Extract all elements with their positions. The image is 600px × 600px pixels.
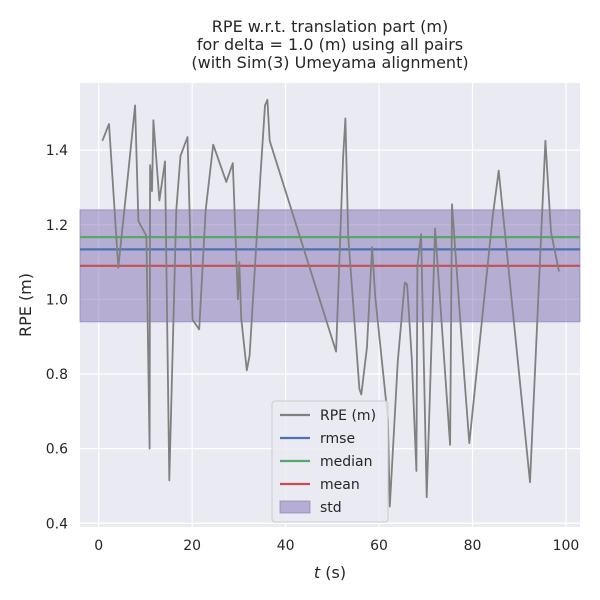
y-tick-label: 1.2 — [46, 218, 68, 234]
x-axis-label-unit: (s) — [320, 563, 346, 582]
chart-title-line: RPE w.r.t. translation part (m) — [212, 17, 448, 36]
x-tick-label: 40 — [277, 538, 295, 554]
legend-box — [271, 400, 389, 523]
chart-title-line: for delta = 1.0 (m) using all pairs — [197, 35, 463, 54]
x-axis-label: t (s) — [314, 563, 346, 582]
y-tick-label: 0.8 — [46, 367, 68, 383]
y-tick-label: 0.6 — [46, 442, 68, 458]
legend-label: mean — [320, 477, 360, 493]
x-tick-labels: 0 20 40 60 80 100 — [94, 538, 579, 554]
chart-title-line: (with Sim(3) Umeyama alignment) — [191, 53, 468, 72]
y-axis-label: RPE (m) — [16, 273, 35, 337]
y-tick-label: 1.4 — [46, 143, 68, 159]
stat-lines-layer — [80, 235, 580, 267]
y-tick-labels: 0.4 0.6 0.8 1.0 1.2 1.4 — [46, 143, 68, 532]
y-tick-label: 0.4 — [46, 516, 68, 532]
x-tick-label: 60 — [370, 538, 388, 554]
x-tick-label: 80 — [464, 538, 482, 554]
legend-label: std — [320, 500, 342, 516]
x-tick-label: 100 — [553, 538, 580, 554]
rpe-line — [101, 98, 560, 508]
legend-label: median — [320, 454, 372, 470]
legend-swatch-std — [279, 500, 311, 514]
x-axis-label-symbol: t — [314, 563, 321, 582]
x-tick-label: 20 — [183, 538, 201, 554]
legend: RPE (m) rmse median mean std — [271, 400, 389, 523]
x-tick-label: 0 — [94, 538, 103, 554]
y-tick-label: 1.0 — [46, 292, 68, 308]
legend-label: rmse — [320, 431, 355, 447]
legend-label: RPE (m) — [320, 408, 376, 424]
rpe-series-layer — [101, 98, 560, 508]
chart-title: RPE w.r.t. translation part (m)for delta… — [191, 17, 468, 72]
